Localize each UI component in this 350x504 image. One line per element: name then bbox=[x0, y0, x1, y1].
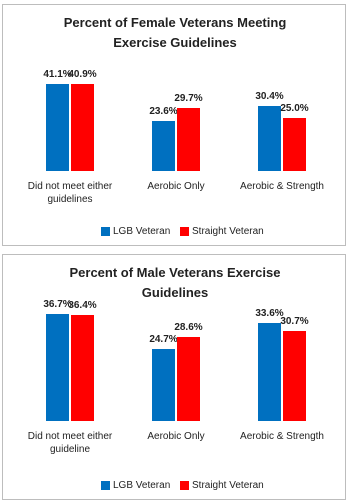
data-label: 28.6% bbox=[174, 322, 203, 334]
data-label: 29.7% bbox=[174, 92, 203, 104]
legend-swatch bbox=[180, 481, 189, 490]
data-label: 23.6% bbox=[149, 105, 178, 117]
bar bbox=[283, 117, 306, 171]
chart-panel: Percent of Female Veterans Meeting Exerc… bbox=[2, 4, 346, 246]
x-tick-label: Aerobic Only bbox=[147, 431, 205, 442]
legend-label: Straight Veteran bbox=[192, 226, 264, 237]
bar bbox=[177, 107, 200, 171]
bar bbox=[177, 337, 200, 421]
bar bbox=[258, 106, 281, 171]
bar bbox=[71, 83, 94, 171]
x-tick-label: Did not meet either guideline bbox=[27, 431, 113, 455]
bar bbox=[152, 348, 175, 421]
legend-swatch bbox=[101, 227, 110, 236]
legend-label: LGB Veteran bbox=[113, 226, 171, 237]
bar bbox=[46, 313, 69, 421]
data-label: 30.4% bbox=[255, 91, 284, 103]
chart-panel: Percent of Male Veterans Exercise Guidel… bbox=[2, 254, 346, 500]
bar bbox=[283, 331, 306, 421]
chart-title: Percent of Female Veterans Meeting Exerc… bbox=[63, 15, 287, 50]
data-label: 33.6% bbox=[255, 307, 284, 319]
chart-title: Percent of Male Veterans Exercise Guidel… bbox=[69, 265, 281, 300]
legend-label: LGB Veteran bbox=[113, 480, 171, 491]
legend-swatch bbox=[180, 227, 189, 236]
data-label: 24.7% bbox=[149, 333, 178, 345]
x-tick-label: Aerobic & Strength bbox=[240, 181, 324, 192]
bar bbox=[46, 83, 69, 171]
data-label: 41.1% bbox=[43, 68, 72, 80]
data-label: 25.0% bbox=[280, 102, 309, 114]
bar bbox=[152, 120, 175, 171]
data-label: 36.4% bbox=[68, 299, 97, 311]
legend-label: Straight Veteran bbox=[192, 480, 264, 491]
x-tick-label: Did not meet either guidelines bbox=[27, 181, 113, 205]
data-label: 40.9% bbox=[68, 68, 97, 80]
data-label: 36.7% bbox=[43, 298, 72, 310]
legend-swatch bbox=[101, 481, 110, 490]
data-label: 30.7% bbox=[280, 316, 309, 328]
x-tick-label: Aerobic Only bbox=[147, 181, 205, 192]
x-tick-label: Aerobic & Strength bbox=[240, 431, 324, 442]
bar bbox=[258, 322, 281, 421]
bar bbox=[71, 314, 94, 421]
